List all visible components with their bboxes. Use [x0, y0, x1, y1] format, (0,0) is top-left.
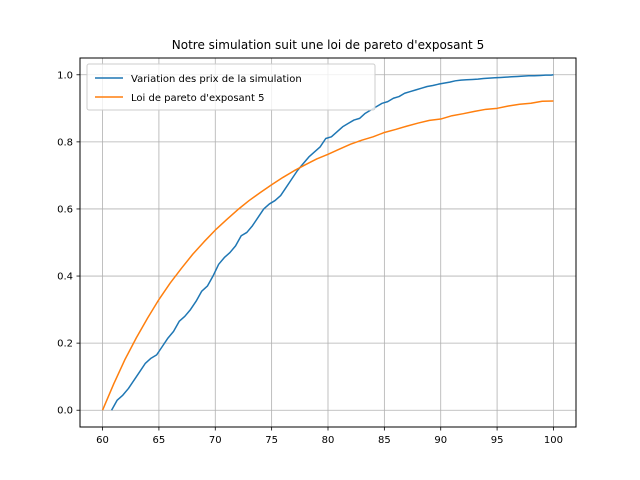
x-tick-label: 85 [378, 435, 391, 446]
chart-title: Notre simulation suit une loi de pareto … [172, 38, 484, 52]
x-tick-label: 70 [209, 435, 222, 446]
x-tick-label: 100 [544, 435, 563, 446]
x-tick-label: 60 [96, 435, 109, 446]
x-tick-label: 80 [322, 435, 335, 446]
x-tick-label: 65 [153, 435, 166, 446]
y-tick-label: 0.2 [57, 339, 73, 350]
y-tick-label: 0.0 [57, 406, 73, 417]
y-tick-label: 0.8 [57, 137, 73, 148]
x-tick-label: 95 [491, 435, 504, 446]
plot-series [101, 74, 554, 411]
y-tick-label: 0.4 [57, 272, 73, 283]
series-line-2 [101, 100, 554, 411]
legend-box [86, 63, 376, 111]
y-tick-label: 0.6 [57, 204, 73, 215]
legend: Variation des prix de la simulation Loi d… [86, 63, 376, 111]
y-tick-label: 1.0 [57, 70, 73, 81]
legend-label: Variation des prix de la simulation [131, 74, 302, 85]
x-tick-label: 90 [434, 435, 447, 446]
series-line-1 [110, 74, 554, 411]
legend-label: Loi de pareto d'exposant 5 [131, 93, 264, 104]
y-axis: 0.0 0.2 0.4 0.6 0.8 1.0 [57, 70, 80, 417]
x-tick-label: 75 [265, 435, 278, 446]
x-axis: 60 65 70 75 80 85 90 95 100 [96, 427, 563, 446]
